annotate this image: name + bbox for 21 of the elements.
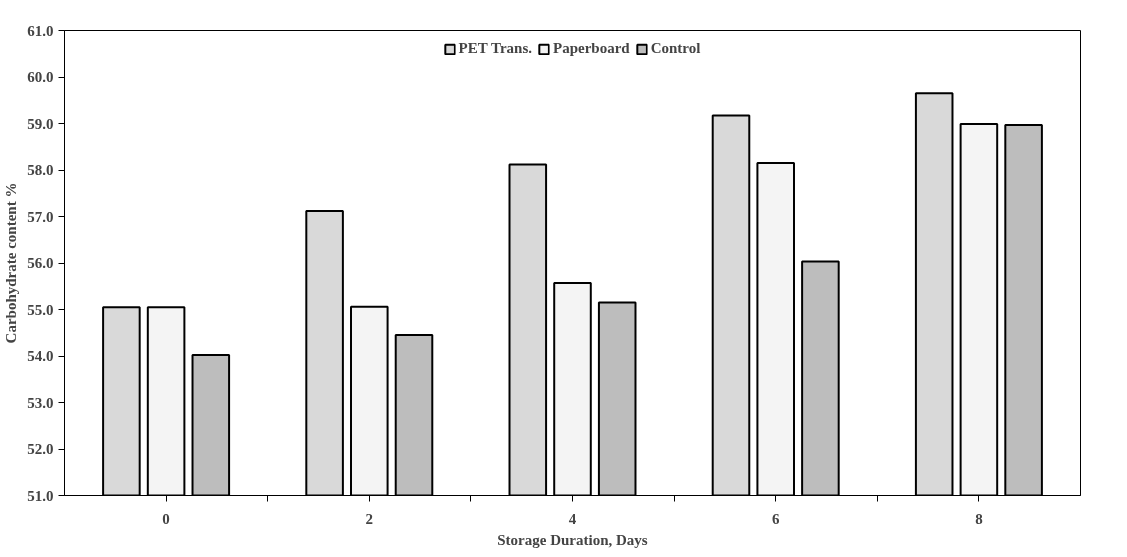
y-tick-label: 59.0 [27, 115, 54, 132]
x-tick-label: 4 [568, 510, 577, 527]
x-tick-label: 0 [162, 510, 170, 527]
y-tick-label: 54.0 [27, 348, 54, 364]
legend-label: Paperboard [552, 40, 630, 57]
x-tick-label: 2 [365, 510, 374, 527]
y-tick-label: 53.0 [27, 394, 54, 411]
y-tick-label: 57.0 [27, 208, 54, 225]
legend-label: PET Trans. [458, 40, 532, 57]
x-tick-label: 8 [975, 510, 983, 527]
x-tick-label: 6 [771, 510, 780, 527]
y-tick-label: 55.0 [27, 301, 54, 318]
x-axis-title: Storage Duration, Days [497, 531, 648, 548]
y-tick-label: 51.0 [27, 487, 54, 504]
y-tick-label: 60.0 [27, 69, 54, 85]
y-axis-title: Carbohydrate content % [3, 182, 20, 344]
y-tick-label: 61.0 [27, 22, 54, 39]
y-tick-label: 58.0 [27, 162, 54, 178]
legend-label: Control [650, 40, 701, 57]
y-tick-label: 56.0 [27, 255, 54, 271]
y-tick-label: 52.0 [27, 441, 54, 457]
